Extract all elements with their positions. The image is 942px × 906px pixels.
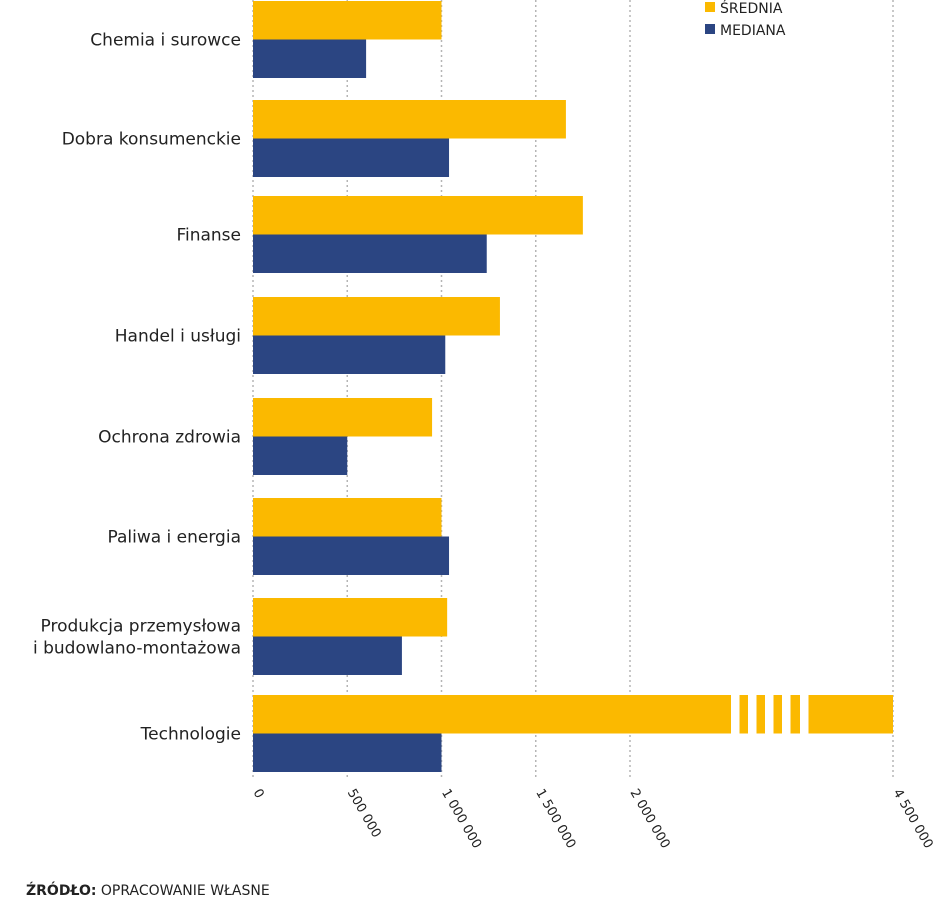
bar-mediana: [253, 733, 442, 772]
bar-mediana: [253, 636, 402, 675]
legend-label: ŚREDNIA: [720, 0, 783, 17]
bar-mediana: [253, 436, 348, 475]
bar-srednia: [253, 695, 893, 734]
bar-chart: Chemia i surowce Dobra konsumenckie Finans…: [33, 0, 936, 852]
axis-break-gap: [782, 695, 791, 734]
category-label: Ochrona zdrowia: [98, 428, 241, 448]
x-tick-label: 1 000 000: [438, 787, 484, 852]
category-label: Produkcja przemysłowa: [41, 617, 241, 637]
category-label: Chemia i surowce: [90, 31, 241, 51]
bar-srednia: [253, 100, 566, 139]
category-labels: Chemia i surowce Dobra konsumenckie Finans…: [33, 31, 241, 745]
bar-mediana: [253, 234, 487, 273]
legend-swatch: [705, 24, 715, 34]
legend: ŚREDNIA MEDIANA: [705, 0, 786, 39]
bar-srednia: [253, 297, 500, 336]
x-tick-labels: 0 500 000 1 000 000 1 500 000 2 000 000 4 500…: [250, 787, 936, 852]
axis-break-gap: [765, 695, 774, 734]
legend-label: MEDIANA: [720, 23, 786, 39]
category-label: Handel i usługi: [115, 327, 241, 347]
source-text: OPRACOWANIE WŁASNE: [100, 883, 270, 899]
x-tick-label: 2 000 000: [627, 787, 673, 852]
bar-mediana: [253, 39, 367, 78]
axis-break-gap: [748, 695, 757, 734]
category-label: i budowlano-montażowa: [33, 639, 241, 659]
axis-break-gap: [731, 695, 740, 734]
bars: [253, 1, 893, 772]
axis-break-gap: [800, 695, 809, 734]
bar-srednia: [253, 1, 442, 40]
bar-mediana: [253, 335, 446, 374]
category-label: Technologie: [140, 725, 241, 745]
bar-srednia: [253, 598, 448, 637]
category-label: Dobra konsumenckie: [62, 130, 241, 150]
bar-mediana: [253, 138, 450, 177]
x-tick-label: 500 000: [344, 787, 384, 841]
bar-srednia: [253, 498, 442, 537]
category-label: Paliwa i energia: [107, 528, 241, 548]
bar-mediana: [253, 536, 450, 575]
x-tick-label: 4 500 000: [890, 787, 936, 852]
source-label: ŹRÓDŁO:: [26, 883, 97, 899]
source-note: ŹRÓDŁO: OPRACOWANIE WŁASNE: [26, 883, 270, 899]
legend-swatch: [705, 2, 715, 12]
bar-srednia: [253, 196, 583, 235]
category-label: Finanse: [176, 226, 241, 246]
bar-srednia: [253, 398, 433, 437]
x-tick-label: 1 500 000: [532, 787, 578, 852]
x-tick-label: 0: [250, 787, 267, 802]
